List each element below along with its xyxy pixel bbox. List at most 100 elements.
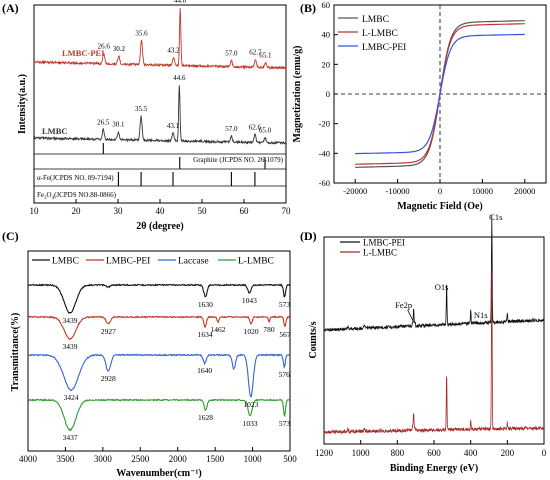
xps-series-lmbc-pei [323,215,545,333]
panel-a-x-tick-20: 20 [72,206,82,216]
panel-b-y-tick-60: 60 [322,0,331,10]
panel-d-x-label: Binding Energy (eV) [390,463,478,474]
xrd-peak-label-lmbc-44-6: 44.6 [173,74,186,82]
panel-d-legend-text-lmbc-pei: LMBC-PEI [363,238,405,248]
panel-a-x-tick-40: 40 [156,206,166,216]
panel-c-x-tick-2000: 2000 [169,454,188,464]
ftir-band-label-laccase-576: 576 [279,370,291,379]
ftir-band-label-laccase-1023: 1023 [243,400,258,409]
panel-a-x-tick-30: 30 [114,206,124,216]
ftir-band-label-laccase-1640: 1640 [197,366,212,375]
panel-a-x-tick-70: 70 [282,206,292,216]
panel-b-x-tick--10000: -10000 [386,186,410,196]
panel-b-series-group [355,20,525,168]
panel-c-y-label: Transmittance(%) [10,313,21,392]
panel-a-ref-fe3o4-label: Fe3O4(JCPDS NO.88-0866) [37,191,117,201]
panel-d: (D) LMBC-PEI L-LMBC Fe2p O1s N1s C1s 1200 10… [300,212,547,474]
panel-d-ticks: 1200 1000 800 600 400 200 0 [315,440,547,458]
panel-b-x-tick-10000: 10000 [472,186,493,196]
panel-b-y-tick--40: -40 [319,148,330,158]
panel-b-x-tick--20000: -20000 [343,186,367,196]
panel-a-reference-group [102,143,266,186]
panel-b-ticks: -20000 -10000 0 10000 20000 -60 -40 -20 0 20 40 60 [319,0,536,196]
panel-a-ref-graphite-label: Graphite (JCPDS NO. 26-1079) [193,156,283,164]
panel-a-peak-labels: 26.6 30.2 35.6 43.2 44.8 57.0 62.765.1 26.5 30.1… [97,0,272,135]
ftir-band-label-lmbc-pei-567: 567 [279,330,291,339]
panel-b-y-label: Magnetization (emu/g) [292,46,303,143]
ftir-band-label-lmbc-3439: 3439 [62,316,77,325]
vsm-curve-lmbc-pei [355,33,525,155]
xrd-peak-label-lmbc-pei-43-2: 43.2 [167,46,180,54]
ftir-series-l-lmbc [27,398,291,432]
panel-c-legend-text-laccase: Laccase [178,257,209,267]
panel-c-series-group [27,283,291,432]
panel-b-legend-text-l-lmbc: L-LMBC [362,29,398,39]
panel-b-y-tick-40: 40 [322,30,331,40]
xrd-peak-label-lmbc-26-5: 26.5 [97,118,110,126]
panel-d-x-tick-0: 0 [542,448,547,458]
panel-b-legend-text-lmbc: LMBC [362,15,389,25]
panel-d-legend: LMBC-PEI L-LMBC [340,238,405,258]
ftir-band-label-l-lmbc-1033: 1033 [243,419,258,428]
panel-b-y-tick-0: 0 [326,89,330,99]
xrd-peak-label-lmbc-pei-44-8: 44.8 [174,0,187,4]
xps-series-l-lmbc [323,271,545,435]
panel-c-letter: (C) [2,229,19,243]
panel-c-legend-text-lmbc: LMBC [52,257,79,267]
panel-b-y-tick--20: -20 [319,119,330,129]
ftir-band-label-l-lmbc-1628: 1628 [198,413,213,422]
panel-a-x-label: 2θ (degree) [136,221,184,232]
panel-a-x-ticks: 10 20 30 40 50 60 70 [30,199,292,216]
panel-d-x-tick-1000: 1000 [352,448,371,458]
panel-a-letter: (A) [2,1,19,15]
panel-b-x-label: Magnetic Field (Oe) [397,201,483,212]
xps-annotation-arrow-fe2p [407,309,415,323]
panel-c-x-tick-2500: 2500 [131,454,150,464]
xrd-peak-label-lmbc-57-0: 57.0 [225,125,238,133]
ftir-band-label-lmbc-pei-1462: 1462 [210,325,225,334]
xrd-peak-label-lmbc-pei-35-6: 35.6 [135,30,148,38]
panel-d-letter: (D) [300,229,317,243]
xrd-peak-label-lmbc-pei-62-7: 62.7 [249,48,262,56]
xrd-peak-label-lmbc-pei-30-2: 30.2 [113,45,126,53]
panel-c-x-tick-1500: 1500 [206,454,225,464]
xps-annotation-fe2p: Fe2p [395,300,412,310]
ftir-band-label-lmbc-1043: 1043 [242,296,257,305]
panel-b-y-tick--60: -60 [319,178,330,188]
xrd-peak-label-lmbc-pei-65-1: 65.1 [259,52,272,60]
ftir-band-label-laccase-2928: 2928 [101,374,116,383]
panel-c-legend-text-lmbc-pei: LMBC-PEI [106,257,150,267]
xrd-peak-label-lmbc-35-5: 35.5 [135,105,148,113]
panel-c-x-tick-4000: 4000 [19,454,38,464]
panel-a-series-name-lmbc: LMBC [42,126,68,136]
panel-a-x-tick-10: 10 [30,206,40,216]
ftir-band-label-l-lmbc-3437: 3437 [63,433,78,442]
ftir-band-label-l-lmbc-573: 573 [279,419,291,428]
ftir-band-label-lmbc-pei-1634: 1634 [198,330,213,339]
xrd-peak-label-lmbc-pei-57-0: 57.0 [225,50,238,58]
panel-c-x-label: Wavenumber(cm⁻¹) [116,468,201,479]
panel-a-y-label: Intensity(a.u.) [17,74,28,134]
panel-d-annotations: Fe2p O1s N1s C1s [395,212,502,323]
ftir-band-label-lmbc-573: 573 [279,300,291,309]
panel-a-x-tick-60: 60 [240,206,250,216]
panel-c-legend: LMBC LMBC-PEI Laccase L-LMBC [32,257,274,267]
xps-annotation-c1s: C1s [489,212,502,222]
panel-c-ticks: 4000 3500 3000 2500 2000 1500 1000 500 [19,447,297,464]
panel-d-x-tick-600: 600 [427,448,441,458]
panel-d-x-tick-200: 200 [501,448,515,458]
panel-a-x-tick-50: 50 [198,206,208,216]
panel-c-x-tick-500: 500 [283,454,297,464]
panel-c-x-tick-3000: 3000 [94,454,113,464]
ftir-series-lmbc [27,283,291,314]
panel-b-legend-text-lmbc-pei: LMBC-PEI [362,43,406,53]
ftir-series-lmbc-pei [28,315,291,341]
panel-b: (B) -20000 -10000 0 10000 20000 -60 -40 -20 0 20 4… [292,0,547,212]
ftir-band-label-lmbc-pei-3439: 3439 [62,342,77,351]
panel-a-series-group [33,8,287,145]
xrd-series-lmbc [33,85,287,145]
panel-a-series-name-lmbc-pei: LMBC-PEI [62,48,105,58]
ftir-band-label-lmbc-pei-2927: 2927 [101,327,116,336]
